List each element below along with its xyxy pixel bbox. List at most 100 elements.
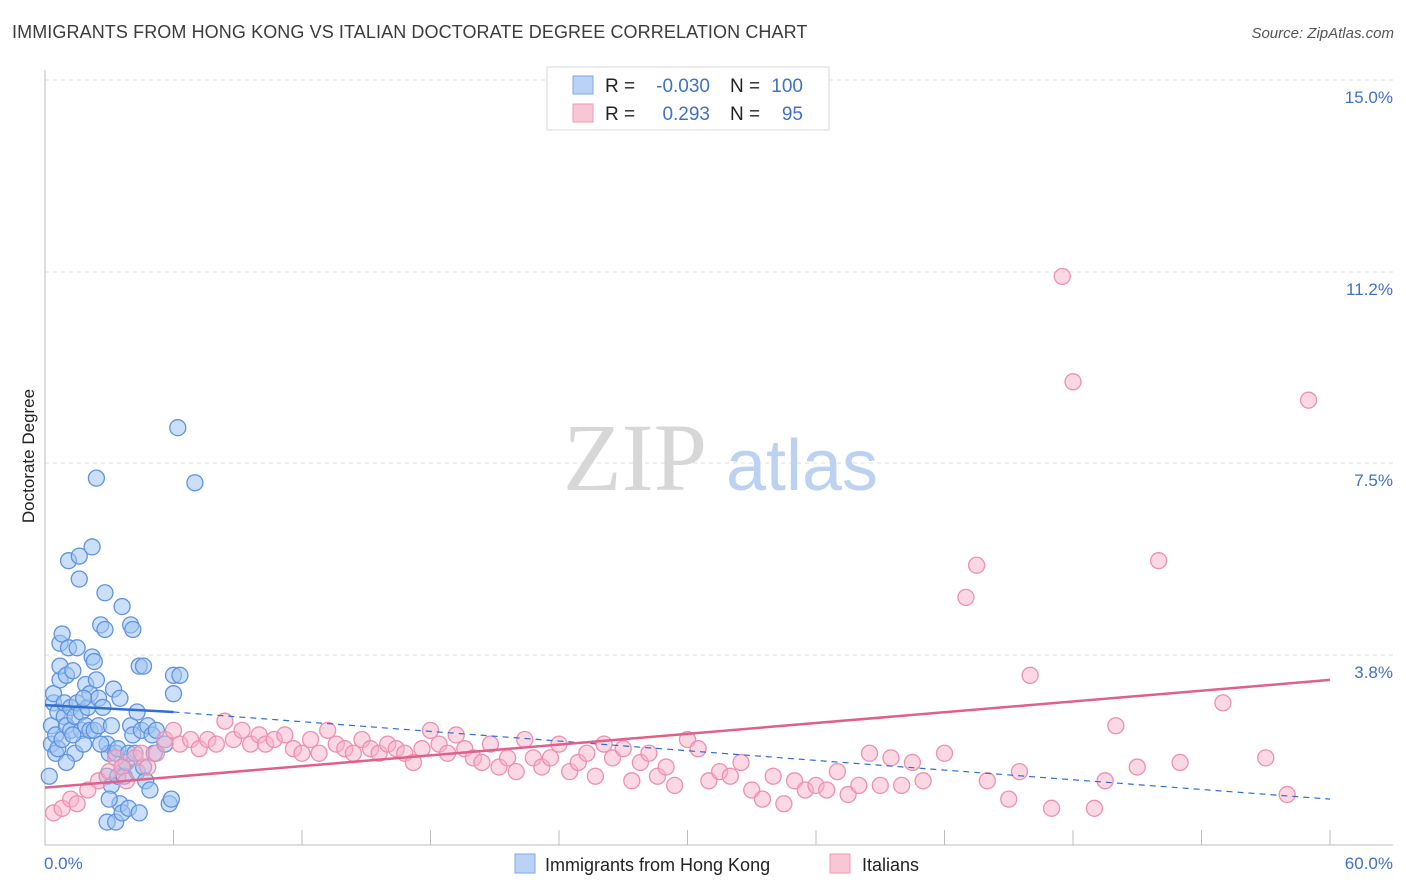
data-point-hong-kong — [113, 597, 131, 616]
legend-r-value-2: 0.293 — [662, 104, 710, 125]
legend-box — [546, 66, 830, 131]
legend-n-value-2: 95 — [782, 104, 803, 125]
data-point-hong-kong — [70, 547, 88, 565]
trend-line-italians — [44, 678, 1331, 789]
data-point-hong-kong — [74, 689, 93, 707]
data-point-hong-kong — [171, 666, 189, 684]
data-point-italians — [1096, 772, 1114, 790]
data-point-italians — [1053, 267, 1071, 286]
legend-n-value-1: 100 — [771, 76, 803, 97]
series-italians-points — [44, 267, 1318, 822]
legend-stats: R = -0.030 N = 100 R = 0.293 N = 95 — [546, 66, 830, 131]
data-point-italians — [344, 744, 363, 762]
legend-series-label-italians: Italians — [862, 855, 919, 875]
data-point-italians — [301, 730, 320, 749]
y-tick-label: 3.8% — [1354, 663, 1393, 682]
data-point-italians — [1107, 717, 1125, 735]
data-point-italians — [882, 749, 900, 767]
data-point-italians — [541, 749, 560, 767]
legend-r-label-1: R = — [605, 76, 635, 97]
data-point-italians — [507, 762, 525, 781]
data-point-italians — [516, 730, 534, 749]
data-point-italians — [1042, 799, 1061, 817]
data-point-italians — [1150, 552, 1168, 570]
data-point-hong-kong — [111, 689, 129, 707]
data-point-hong-kong — [100, 790, 118, 808]
data-point-italians — [614, 740, 632, 758]
data-point-italians — [775, 795, 793, 813]
watermark-atlas: atlas — [726, 426, 878, 506]
legend-series-label-hong-kong: Immigrants from Hong Kong — [545, 855, 770, 875]
data-point-italians — [447, 726, 465, 744]
data-point-hong-kong — [87, 671, 106, 689]
data-point-hong-kong — [96, 620, 114, 639]
data-point-italians — [147, 744, 166, 762]
data-point-hong-kong — [70, 570, 88, 588]
data-point-italians — [498, 749, 517, 767]
data-point-italians — [978, 772, 996, 790]
data-point-italians — [1171, 753, 1189, 772]
data-point-italians — [957, 588, 975, 607]
data-point-hong-kong — [124, 620, 142, 639]
data-point-italians — [666, 776, 684, 795]
y-tick-label: 11.2% — [1346, 280, 1393, 299]
data-point-italians — [689, 740, 707, 758]
data-point-italians — [1010, 762, 1029, 781]
legend-swatch-blue — [572, 75, 594, 95]
data-point-hong-kong — [134, 657, 153, 675]
trend-line-hong-kong — [44, 703, 174, 714]
data-point-italians — [1021, 666, 1039, 684]
data-point-hong-kong — [164, 685, 183, 703]
chart-source: Source: ZipAtlas.com — [1251, 25, 1394, 42]
x-tick-label-min: 0.0% — [44, 854, 83, 873]
data-point-hong-kong — [186, 474, 204, 492]
y-tick-label: 15.0% — [1345, 88, 1393, 107]
data-point-italians — [1064, 373, 1082, 391]
data-point-italians — [914, 772, 932, 790]
data-point-italians — [1128, 758, 1146, 776]
data-point-italians — [818, 781, 836, 799]
data-point-italians — [893, 776, 911, 795]
legend-r-label-2: R = — [605, 104, 635, 125]
data-point-italians — [753, 790, 772, 808]
data-point-italians — [623, 772, 641, 790]
data-point-italians — [764, 767, 782, 785]
data-point-italians — [233, 721, 251, 740]
legend-series: Immigrants from Hong Kong Italians — [514, 853, 919, 875]
data-point-hong-kong — [64, 726, 82, 744]
chart-title: IMMIGRANTS FROM HONG KONG VS ITALIAN DOC… — [12, 22, 808, 42]
data-point-italians — [935, 744, 954, 762]
data-point-italians — [860, 744, 879, 762]
data-point-italians — [732, 753, 750, 772]
data-point-italians — [586, 767, 605, 785]
data-point-hong-kong — [141, 781, 159, 799]
data-point-italians — [967, 556, 986, 574]
data-point-italians — [413, 740, 431, 758]
data-point-hong-kong — [130, 804, 148, 822]
data-point-italians — [1278, 785, 1296, 804]
data-point-italians — [1257, 749, 1275, 767]
data-point-italians — [1299, 391, 1318, 409]
data-point-hong-kong — [85, 652, 103, 671]
data-point-hong-kong — [40, 767, 58, 785]
legend-series-swatch-pink — [829, 853, 851, 874]
data-point-hong-kong — [102, 717, 121, 735]
gridlines — [45, 79, 1393, 656]
data-point-italians — [1214, 694, 1232, 712]
data-point-italians — [68, 795, 86, 813]
data-point-italians — [293, 744, 311, 762]
data-point-italians — [903, 753, 922, 772]
legend-n-label-2: N = — [730, 104, 760, 125]
axes — [44, 70, 1393, 846]
data-point-italians — [828, 762, 847, 781]
data-point-hong-kong — [87, 469, 106, 487]
y-tick-labels: 3.8% 7.5% 11.2% 15.0% — [1345, 88, 1393, 682]
x-tick-label-max: 60.0% — [1345, 854, 1393, 873]
data-point-hong-kong — [169, 419, 187, 437]
data-point-hong-kong — [68, 639, 86, 657]
data-point-hong-kong — [83, 538, 101, 556]
data-point-italians — [216, 712, 234, 730]
data-point-italians — [1000, 790, 1018, 808]
data-point-hong-kong — [162, 790, 181, 808]
